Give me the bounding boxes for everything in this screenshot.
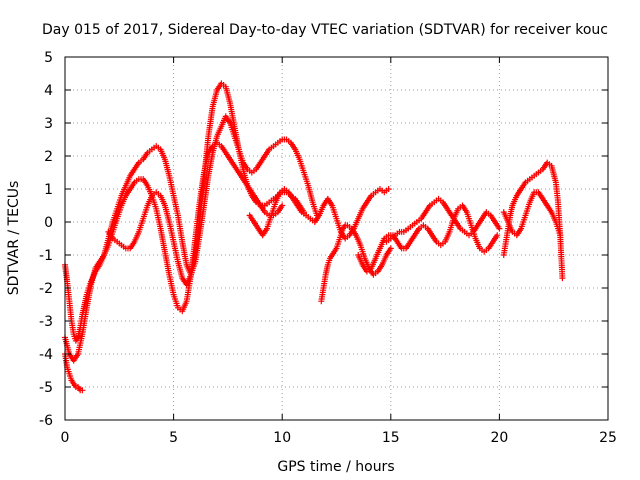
x-axis-title: GPS time / hours (277, 459, 394, 475)
y-tick-label: -3 (39, 314, 53, 330)
plot-frame (64, 56, 609, 421)
y-tick-label: -4 (39, 347, 53, 363)
data-point-plus-marker (557, 232, 564, 239)
y-tick-label: -2 (39, 281, 53, 297)
grid-layer (65, 57, 608, 420)
data-series-satellite-track-6 (318, 222, 394, 305)
y-tick-label: 2 (44, 149, 53, 165)
x-tick-label: 15 (382, 430, 400, 446)
x-tick-label: 25 (599, 430, 617, 446)
x-tick-label: 0 (61, 430, 70, 446)
y-tick-label: 1 (44, 182, 53, 198)
data-point-plus-marker (79, 387, 86, 394)
data-series-satellite-track-5 (246, 186, 392, 242)
y-tick-label: 3 (44, 116, 53, 132)
data-point-plus-marker (279, 202, 286, 209)
data-point-plus-marker (387, 245, 394, 252)
x-tick-label: 20 (490, 430, 508, 446)
data-point-plus-marker (494, 232, 501, 239)
y-tick-label: 0 (44, 215, 53, 231)
x-tick-label: 10 (273, 430, 291, 446)
ticks-layer: 0 5 10 15 20 25 -6 -5 -4 -3 -2 -1 0 1 2 3 4 5 (39, 50, 617, 446)
y-axis-title: SDTVAR / TECUs (6, 181, 22, 296)
data-series-satellite-track-4 (105, 80, 307, 288)
data-point-plus-marker (559, 275, 566, 282)
chart-title: Day 015 of 2017, Sidereal Day-to-day VTE… (42, 22, 608, 38)
data-series-satellite-track-8 (383, 195, 503, 245)
data-series-satellite-track-10 (500, 189, 564, 239)
data-point-plus-marker (496, 225, 503, 232)
y-tick-label: 4 (44, 83, 53, 99)
y-tick-label: 5 (44, 50, 53, 66)
y-tick-label: -1 (39, 248, 53, 264)
x-tick-label: 5 (169, 430, 178, 446)
data-point-plus-marker (385, 186, 392, 192)
data-series-satellite-track-2 (62, 113, 320, 344)
data-series-satellite-track-7 (355, 202, 501, 275)
y-tick-label: -6 (39, 413, 53, 429)
data-marks-layer (62, 80, 566, 394)
y-tick-label: -5 (39, 380, 53, 396)
